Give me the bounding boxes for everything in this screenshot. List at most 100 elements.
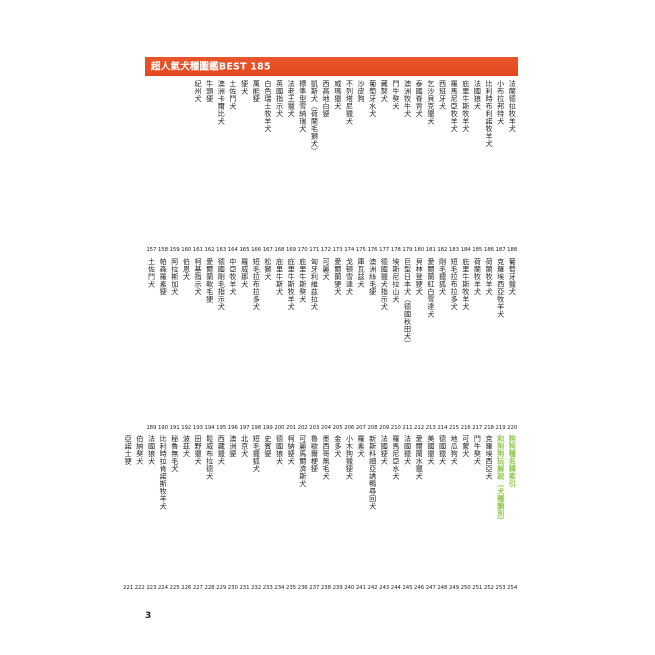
index-entry[interactable]: 葡萄牙水犬 [367, 80, 379, 117]
index-entry[interactable]: 西藏獵犬 [215, 435, 227, 465]
index-entry[interactable]: 新斯科細亞誘鴨尋回犬 [367, 435, 379, 510]
index-entry[interactable]: 克羅埃西亞犬 [483, 435, 495, 480]
index-entry[interactable]: 凱斯犬（荷蘭毛獅犬） [308, 80, 320, 155]
index-entry[interactable]: 克羅埃西亞牧羊犬 [495, 258, 507, 318]
index-entry[interactable]: 庇里牛斯牧羊犬 [460, 258, 472, 310]
index-entry[interactable]: 庇里牛斯犬 [274, 258, 286, 295]
index-entry[interactable]: 狗狗種名稱索引 [506, 435, 518, 487]
index-entry[interactable]: 德國狼犬 [274, 435, 286, 465]
index-entry[interactable]: 埃斯尼拉山犬 [390, 258, 402, 303]
index-entry[interactable]: 土佐鬥犬 [227, 80, 239, 110]
index-entry-label: 法國狼犬 [147, 435, 157, 465]
index-entry[interactable]: 可麗馬爾濟斯犬 [297, 435, 309, 487]
index-entry[interactable]: 阿拉斯加犬 [169, 258, 181, 295]
index-entry[interactable]: 美國獵犬 [425, 435, 437, 465]
index-entry[interactable]: 標準型雪納瑞犬 [297, 80, 309, 132]
index-entry[interactable]: 史賓㹴 [262, 435, 274, 457]
index-entry[interactable]: 地瓜狗犬 [448, 435, 460, 465]
index-entry[interactable]: 澳洲牧牛犬 [402, 80, 414, 117]
index-entry[interactable]: 藏獒犬 [378, 80, 390, 102]
index-entry[interactable]: 法蘭德拉牧羊犬 [506, 80, 518, 132]
index-entry[interactable]: 澳洲㹴 [227, 435, 239, 457]
index-entry[interactable]: 愛爾蘭軟毛㹴 [204, 258, 216, 303]
index-entry[interactable]: 短毛獵狐犬 [250, 435, 262, 472]
index-entry[interactable]: 羅素犬 [355, 435, 367, 457]
index-entry[interactable]: 秘魯無毛犬 [169, 435, 181, 472]
index-entry[interactable]: 法國獵犬 [402, 435, 414, 465]
index-entry[interactable]: 鬆威布拉德犬 [204, 435, 216, 480]
index-entry[interactable]: 泰國脊背犬 [413, 80, 425, 117]
index-entry[interactable]: 匈牙利維茲拉犬 [308, 258, 320, 310]
index-entry[interactable]: 帕森羅素㹴 [157, 258, 169, 295]
index-entry[interactable]: 北京犬 [239, 435, 251, 457]
index-entry[interactable]: 貝林登㹴犬 [413, 258, 425, 295]
index-entry[interactable]: 庇里牛斯牧羊犬 [460, 80, 472, 132]
index-entry[interactable]: 伯恩犬 [180, 258, 192, 280]
index-entry[interactable]: 可蒙犬 [460, 435, 472, 457]
index-entry[interactable]: 松獅犬 [262, 258, 274, 280]
index-entry[interactable]: 亞諾士㹴 [122, 435, 134, 465]
index-entry[interactable]: 中亞牧羊犬 [227, 258, 239, 295]
index-entry[interactable]: 比利時拉肯諾斯牧羊犬 [157, 435, 169, 510]
index-entry[interactable]: 羅馬尼亞水犬 [390, 435, 402, 480]
index-entry[interactable]: 法國狼犬 [146, 435, 158, 465]
index-entry-label: 新斯科細亞誘鴨尋回犬 [368, 435, 378, 510]
index-entry[interactable]: 葡萄牙獵犬 [506, 258, 518, 295]
index-entry[interactable]: 羅威那犬 [239, 258, 251, 288]
index-entry[interactable]: 鬥牛獒犬 [471, 435, 483, 465]
index-entry[interactable]: 愛爾蘭紅白雪達犬 [425, 258, 437, 318]
index-entry[interactable]: 牛頭㹴 [204, 80, 216, 102]
index-entry[interactable]: 短毛拉布拉多犬 [448, 258, 460, 310]
index-entry[interactable]: 可麗犬 [320, 258, 332, 280]
index-entry[interactable]: 小布拉邦特犬 [495, 80, 507, 125]
index-entry[interactable]: 愛爾蘭水獵犬 [413, 435, 425, 480]
index-entry[interactable]: 法老王獵犬 [285, 80, 297, 117]
index-entry[interactable]: 法國狼犬 [471, 80, 483, 110]
index-entry[interactable]: 愛爾蘭㹴犬 [332, 258, 344, 295]
index-entry[interactable]: 德國獵犬 [437, 435, 449, 465]
index-entry[interactable]: 紀州犬 [192, 80, 204, 102]
index-entry[interactable]: 巨型日本犬（德國秋田犬） [402, 258, 414, 347]
index-entry[interactable]: 德國獵犬指示犬 [378, 258, 390, 310]
index-entry[interactable]: 萬能㹴 [250, 80, 262, 102]
index-entry[interactable]: 白色瑞士牧羊犬 [262, 80, 274, 132]
index-entry[interactable]: 柯納㹴犬 [285, 435, 297, 465]
index-entry[interactable]: 魯歇爾梗㹴 [308, 435, 320, 472]
index-entry[interactable]: 和狗狗玩解說（犬種類別） [495, 435, 507, 524]
index-entry[interactable]: 伯納獒犬 [134, 435, 146, 465]
index-entry[interactable]: 荷蘭牧羊犬 [471, 258, 483, 295]
index-entry[interactable]: 比利時布利諾牧羊犬 [483, 80, 495, 147]
index-entry[interactable]: 田野獵犬 [192, 435, 204, 465]
index-entry[interactable]: 剛毛獵狐犬 [437, 258, 449, 295]
index-entry[interactable]: 德國剛毛指示犬 [215, 258, 227, 310]
index-entry-label: 澳洲卡爾比犬 [217, 80, 227, 125]
index-entry-number: 243 [379, 585, 390, 591]
index-entry[interactable]: 庇里牛斯牧羊犬 [285, 258, 297, 310]
index-entry[interactable]: 澳洲絲毛㹴 [367, 258, 379, 295]
index-entry[interactable]: 不列塔尼獵犬 [343, 80, 355, 125]
index-entry[interactable]: 㹴犬 [239, 80, 251, 95]
index-entry[interactable]: 澳洲卡爾比犬 [215, 80, 227, 125]
index-entry[interactable]: 波茲犬 [180, 435, 192, 457]
index-entry[interactable]: 鬥牛獒犬 [390, 80, 402, 110]
index-entry[interactable]: 沙皮狗 [355, 80, 367, 102]
index-entry[interactable]: 西班牙犬 [437, 80, 449, 110]
index-entry[interactable]: 短毛拉布拉多犬 [250, 258, 262, 310]
index-entry[interactable]: 法國㹴犬 [378, 435, 390, 465]
index-entry[interactable]: 金多犬 [332, 435, 344, 457]
index-entry[interactable]: 羅馬尼亞牧羊犬 [448, 80, 460, 132]
index-entry[interactable]: 墨西哥無毛犬 [320, 435, 332, 480]
index-entry[interactable]: 威瑪獵犬 [332, 80, 344, 110]
index-entry[interactable]: 柯基指示犬 [192, 258, 204, 295]
index-entry[interactable]: 戈頓雪達犬 [343, 258, 355, 295]
index-entry[interactable]: 小木狗獵㹴犬 [343, 435, 355, 480]
index-entry[interactable]: 西高地白㹴 [320, 80, 332, 117]
index-entry[interactable]: 庇里牛斯獒犬 [297, 258, 309, 303]
index-entry[interactable]: 乞沙貝克獵犬 [425, 80, 437, 125]
index-entry-label: 可麗馬爾濟斯犬 [298, 435, 308, 488]
index-entry[interactable]: 土佐鬥犬 [146, 258, 158, 288]
index-entry[interactable]: 英國指示犬 [274, 80, 286, 117]
index-entry[interactable]: 荷蘭牧羊犬 [483, 258, 495, 295]
index-entry-number: 232 [251, 585, 262, 591]
index-entry[interactable]: 庫瓦茲犬 [355, 258, 367, 288]
